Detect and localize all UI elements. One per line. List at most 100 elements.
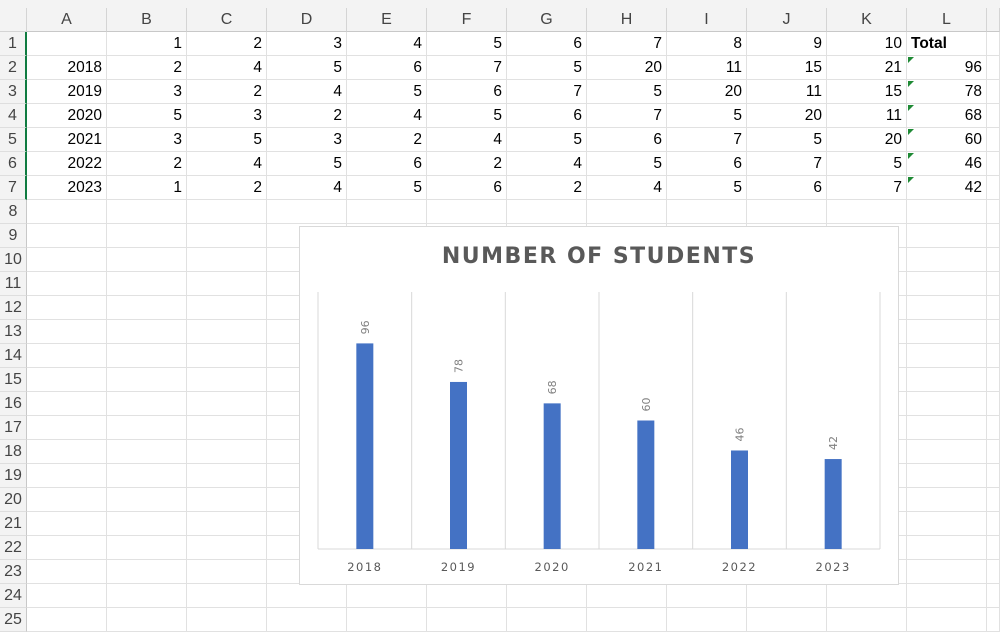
cell-b5[interactable]: 3 — [107, 128, 187, 152]
cell-c8[interactable] — [187, 200, 267, 224]
cell-h5[interactable]: 6 — [587, 128, 667, 152]
row-header-10[interactable]: 10 — [0, 248, 27, 272]
cell-l10[interactable] — [907, 248, 987, 272]
cell-b21[interactable] — [107, 512, 187, 536]
cell-i7[interactable]: 5 — [667, 176, 747, 200]
cell-e1[interactable]: 4 — [347, 32, 427, 56]
cell-a17[interactable] — [27, 416, 107, 440]
cell-d3[interactable]: 4 — [267, 80, 347, 104]
cell-l1[interactable]: Total — [907, 32, 987, 56]
cell-c9[interactable] — [187, 224, 267, 248]
bar-2019[interactable] — [450, 381, 467, 549]
cell-g1[interactable]: 6 — [507, 32, 587, 56]
bar-2018[interactable] — [356, 343, 374, 549]
cell-b22[interactable] — [107, 536, 187, 560]
cell-c17[interactable] — [187, 416, 267, 440]
cell-k7[interactable]: 7 — [827, 176, 907, 200]
cell-d7[interactable]: 4 — [267, 176, 347, 200]
cell-k8[interactable] — [827, 200, 907, 224]
row-header-12[interactable]: 12 — [0, 296, 27, 320]
cell-a21[interactable] — [27, 512, 107, 536]
cell-i3[interactable]: 20 — [667, 80, 747, 104]
cell-a5[interactable]: 2021 — [27, 128, 107, 152]
cell-e5[interactable]: 2 — [347, 128, 427, 152]
cell-l21[interactable] — [907, 512, 987, 536]
cell-i5[interactable]: 7 — [667, 128, 747, 152]
bar-2022[interactable] — [731, 450, 748, 549]
error-indicator-icon[interactable] — [908, 81, 914, 87]
cell-c24[interactable] — [187, 584, 267, 608]
row-header-5[interactable]: 5 — [0, 128, 27, 152]
cell-a19[interactable] — [27, 464, 107, 488]
row-header-14[interactable]: 14 — [0, 344, 27, 368]
row-header-17[interactable]: 17 — [0, 416, 27, 440]
cell-b1[interactable]: 1 — [107, 32, 187, 56]
cell-c3[interactable]: 2 — [187, 80, 267, 104]
error-indicator-icon[interactable] — [908, 177, 914, 183]
cell-l14[interactable] — [907, 344, 987, 368]
cell-f25[interactable] — [427, 608, 507, 632]
cell-k5[interactable]: 20 — [827, 128, 907, 152]
cell-a8[interactable] — [27, 200, 107, 224]
cell-c25[interactable] — [187, 608, 267, 632]
cell-e6[interactable]: 6 — [347, 152, 427, 176]
cell-b19[interactable] — [107, 464, 187, 488]
cell-b4[interactable]: 5 — [107, 104, 187, 128]
cell-c10[interactable] — [187, 248, 267, 272]
cell-b14[interactable] — [107, 344, 187, 368]
cell-i4[interactable]: 5 — [667, 104, 747, 128]
cell-d8[interactable] — [267, 200, 347, 224]
cell-f5[interactable]: 4 — [427, 128, 507, 152]
cell-a6[interactable]: 2022 — [27, 152, 107, 176]
row-header-18[interactable]: 18 — [0, 440, 27, 464]
cell-a15[interactable] — [27, 368, 107, 392]
cell-h25[interactable] — [587, 608, 667, 632]
cell-d24[interactable] — [267, 584, 347, 608]
cell-l3[interactable]: 78 — [907, 80, 987, 104]
row-header-11[interactable]: 11 — [0, 272, 27, 296]
row-header-7[interactable]: 7 — [0, 176, 27, 200]
cell-c12[interactable] — [187, 296, 267, 320]
cell-l23[interactable] — [907, 560, 987, 584]
cell-b17[interactable] — [107, 416, 187, 440]
cell-j24[interactable] — [747, 584, 827, 608]
cell-c6[interactable]: 4 — [187, 152, 267, 176]
cell-b25[interactable] — [107, 608, 187, 632]
cell-a1[interactable] — [27, 32, 107, 56]
cell-l20[interactable] — [907, 488, 987, 512]
row-header-24[interactable]: 24 — [0, 584, 27, 608]
row-header-21[interactable]: 21 — [0, 512, 27, 536]
cell-b24[interactable] — [107, 584, 187, 608]
column-header-g[interactable]: G — [507, 8, 587, 32]
cell-a4[interactable]: 2020 — [27, 104, 107, 128]
cell-a10[interactable] — [27, 248, 107, 272]
cell-l6[interactable]: 46 — [907, 152, 987, 176]
column-header-a[interactable]: A — [27, 8, 107, 32]
cell-c18[interactable] — [187, 440, 267, 464]
cell-j4[interactable]: 20 — [747, 104, 827, 128]
column-header-f[interactable]: F — [427, 8, 507, 32]
cell-i24[interactable] — [667, 584, 747, 608]
cell-l22[interactable] — [907, 536, 987, 560]
cell-a12[interactable] — [27, 296, 107, 320]
cell-l15[interactable] — [907, 368, 987, 392]
cell-g7[interactable]: 2 — [507, 176, 587, 200]
cell-a3[interactable]: 2019 — [27, 80, 107, 104]
cell-f8[interactable] — [427, 200, 507, 224]
cell-l19[interactable] — [907, 464, 987, 488]
cell-f6[interactable]: 2 — [427, 152, 507, 176]
cell-l8[interactable] — [907, 200, 987, 224]
cell-l18[interactable] — [907, 440, 987, 464]
cell-h3[interactable]: 5 — [587, 80, 667, 104]
cell-h2[interactable]: 20 — [587, 56, 667, 80]
bar-chart[interactable]: NUMBER OF STUDENTS 96 2018 78 2019 68 2020 60 2… — [299, 226, 899, 585]
cell-b8[interactable] — [107, 200, 187, 224]
cell-c7[interactable]: 2 — [187, 176, 267, 200]
cell-l24[interactable] — [907, 584, 987, 608]
cell-l9[interactable] — [907, 224, 987, 248]
cell-k24[interactable] — [827, 584, 907, 608]
cell-c5[interactable]: 5 — [187, 128, 267, 152]
cell-e3[interactable]: 5 — [347, 80, 427, 104]
cell-d1[interactable]: 3 — [267, 32, 347, 56]
row-header-15[interactable]: 15 — [0, 368, 27, 392]
